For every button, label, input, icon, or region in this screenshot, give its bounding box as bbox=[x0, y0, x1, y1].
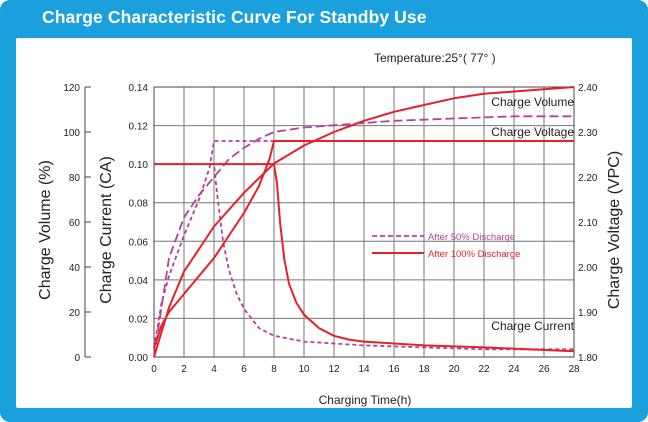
curve-volume-after-100 bbox=[153, 86, 575, 358]
volume-tick-label: 0 bbox=[74, 353, 80, 364]
x-tick-label: 14 bbox=[358, 364, 370, 375]
x-tick-label: 22 bbox=[478, 364, 490, 375]
temperature-label: Temperature:25°( 77° ) bbox=[374, 51, 496, 65]
x-axis-label: Charging Time(h) bbox=[319, 393, 412, 407]
current-tick-label: 0.14 bbox=[129, 83, 149, 94]
current-tick-label: 0.06 bbox=[129, 237, 149, 248]
current-tick-label: 0.08 bbox=[129, 199, 149, 210]
legend-label-after-100: After 100% Discharge bbox=[428, 249, 520, 260]
charge-current-label: Charge Current bbox=[491, 319, 574, 333]
volume-tick-label: 20 bbox=[69, 308, 81, 319]
volume-tick-label: 120 bbox=[63, 83, 80, 94]
current-tick-label: 0.12 bbox=[129, 122, 149, 133]
x-tick-label: 28 bbox=[568, 364, 580, 375]
x-tick-label: 2 bbox=[181, 364, 187, 375]
x-tick-label: 6 bbox=[241, 364, 247, 375]
current-tick-label: 0.00 bbox=[129, 353, 149, 364]
volume-tick-label: 40 bbox=[69, 263, 81, 274]
x-tick-label: 10 bbox=[298, 364, 310, 375]
current-tick-label: 0.04 bbox=[129, 276, 149, 287]
tick-labels: 0 2 4 6 8 10 12 14 16 18 20 22 24 26 28020406080100120… bbox=[63, 83, 598, 375]
voltage-tick-label: 2.30 bbox=[578, 128, 598, 139]
voltage-tick-label: 2.40 bbox=[578, 83, 598, 94]
x-tick-label: 24 bbox=[508, 364, 520, 375]
x-tick-label: 26 bbox=[538, 364, 550, 375]
volume-tick-label: 80 bbox=[69, 173, 81, 184]
x-tick-label: 16 bbox=[388, 364, 400, 375]
curve-voltage-after-100 bbox=[153, 140, 574, 349]
charge-volume-label: Charge Volume bbox=[491, 95, 574, 109]
volume-tick-label: 100 bbox=[63, 128, 80, 139]
voltage-tick-label: 2.20 bbox=[578, 173, 598, 184]
curves bbox=[153, 86, 575, 358]
chart-panel bbox=[16, 38, 632, 408]
charge-voltage-label: Charge Voltage bbox=[491, 125, 574, 139]
chart-title: Charge Characteristic Curve For Standby … bbox=[42, 7, 427, 27]
plot-border bbox=[153, 86, 575, 358]
x-tick-label: 20 bbox=[448, 364, 460, 375]
current-axis-label: Charge Current (CA) bbox=[98, 156, 115, 304]
volume-tick-label: 60 bbox=[69, 218, 81, 229]
curve-current-after-50 bbox=[153, 163, 574, 351]
voltage-tick-label: 1.80 bbox=[578, 353, 598, 364]
volume-axis-label: Charge Volume (%) bbox=[37, 160, 54, 300]
voltage-tick-label: 2.10 bbox=[578, 218, 598, 229]
voltage-tick-label: 1.90 bbox=[578, 308, 598, 319]
current-tick-label: 0.10 bbox=[129, 160, 149, 171]
curve-current-after-100 bbox=[153, 163, 575, 353]
x-tick-label: 4 bbox=[211, 364, 217, 375]
voltage-axis-label: Charge Voltage (VPC) bbox=[606, 151, 623, 309]
curve-voltage-after-50 bbox=[153, 140, 574, 349]
current-tick-label: 0.02 bbox=[129, 314, 149, 325]
x-tick-label: 18 bbox=[418, 364, 430, 375]
curve-volume-after-50 bbox=[153, 115, 574, 358]
x-tick-label: 8 bbox=[271, 364, 277, 375]
x-tick-label: 12 bbox=[328, 364, 340, 375]
legend-label-after-50: After 50% Discharge bbox=[428, 232, 515, 243]
voltage-tick-label: 2.00 bbox=[578, 263, 598, 274]
legend: After 50% Discharge After 100% Discharge bbox=[372, 232, 520, 260]
x-tick-label: 0 bbox=[151, 364, 157, 375]
